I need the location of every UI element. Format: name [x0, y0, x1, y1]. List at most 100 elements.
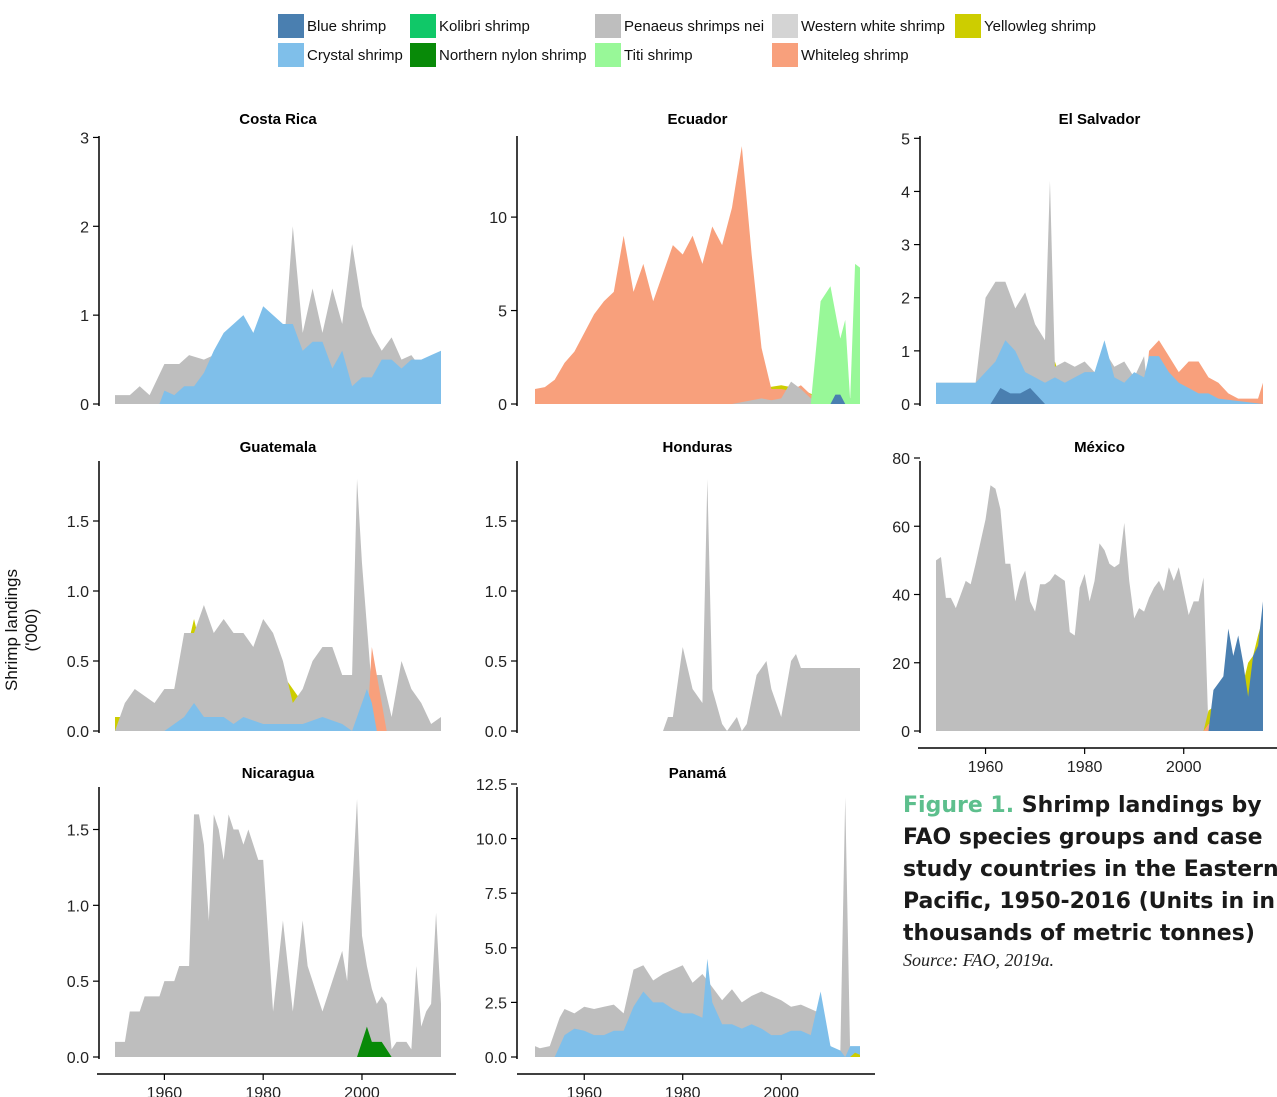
series-area-penaeus-shrimps-nei — [115, 226, 441, 404]
panel-nicaragua: Nicaragua 0.0 0.5 1.0 1.5 1960 1980 2000 — [67, 765, 456, 1097]
figure-caption: Figure 1. Shrimp landings by FAO species… — [903, 790, 1277, 950]
series-area-crystal-shrimp — [115, 689, 441, 731]
legend-label: Crystal shrimp — [307, 46, 403, 64]
y-tick-label: 60 — [892, 519, 910, 536]
panel-elsalvador: El Salvador 0 1 2 3 4 5 — [901, 111, 1263, 414]
legend-swatch — [278, 14, 304, 38]
chart-legend: Blue shrimp Crystal shrimp Kolibri shrimp N… — [0, 0, 1277, 70]
panel-honduras: Honduras 0.0 0.5 1.0 1.5 — [485, 439, 860, 741]
legend-swatch — [410, 14, 436, 38]
panel-title: Ecuador — [667, 111, 727, 128]
series-area-whiteleg-shrimp — [535, 146, 860, 404]
y-tick-label: 1.5 — [67, 823, 89, 840]
y-tick-label: 7.5 — [485, 886, 507, 903]
x-tick-label: 1960 — [968, 759, 1004, 776]
legend-label: Kolibri shrimp — [439, 17, 530, 35]
x-tick-label: 1980 — [1067, 759, 1103, 776]
series-area-penaeus-shrimps-nei — [115, 799, 441, 1057]
y-tick-label: 1 — [80, 308, 89, 325]
y-tick-label: 1 — [901, 344, 910, 361]
x-tick-label: 1960 — [147, 1085, 183, 1097]
panel-title: Nicaragua — [242, 765, 315, 782]
source-note: Source: FAO, 2019a. — [903, 950, 1054, 970]
caption-line-1: Shrimp landings by — [1014, 793, 1262, 818]
legend-swatch — [278, 43, 304, 67]
caption-line-3: study countries in the Eastern — [903, 857, 1277, 882]
y-tick-label: 80 — [892, 451, 910, 468]
legend-label: Whiteleg shrimp — [801, 46, 909, 64]
y-tick-label: 40 — [892, 588, 910, 605]
panel-guatemala: Guatemala 0.0 0.5 1.0 1.5 — [67, 439, 441, 741]
legend-label: Yellowleg shrimp — [984, 17, 1097, 35]
y-tick-label: 10.0 — [476, 832, 507, 849]
y-tick-label: 10 — [489, 210, 507, 227]
series-area-penaeus-shrimps-nei — [936, 485, 1263, 731]
y-tick-label: 0.0 — [485, 1050, 507, 1067]
y-tick-label: 0.0 — [67, 724, 89, 741]
y-tick-label: 5.0 — [485, 941, 507, 958]
series-area-penaeus-shrimps-nei — [936, 180, 1263, 404]
y-tick-label: 0 — [498, 397, 507, 414]
y-tick-label: 0.5 — [67, 654, 89, 671]
legend-item: Yellowleg shrimp — [955, 14, 1096, 38]
y-tick-label: 1.5 — [485, 514, 507, 531]
legend-item: Western white shrimp — [772, 14, 945, 38]
y-tick-label: 5 — [901, 131, 910, 148]
series-area-titi-shrimp — [535, 263, 860, 404]
y-tick-label: 0.0 — [67, 1050, 89, 1067]
series-area-whiteleg-shrimp — [115, 647, 441, 731]
y-tick-label: 1.5 — [67, 514, 89, 531]
legend-item: Northern nylon shrimp — [410, 43, 587, 67]
legend-label: Western white shrimp — [801, 17, 945, 35]
y-tick-label: 4 — [901, 184, 910, 201]
legend-label: Penaeus shrimps nei — [624, 17, 765, 35]
series-area-penaeus-shrimps-nei — [663, 479, 860, 731]
caption-line-5: thousands of metric tonnes) — [903, 921, 1255, 946]
legend-swatch — [595, 14, 621, 38]
y-tick-label: 0 — [901, 397, 910, 414]
legend-item: Blue shrimp — [278, 14, 386, 38]
legend-swatch — [595, 43, 621, 67]
y-tick-label: 2 — [80, 219, 89, 236]
legend-item: Titi shrimp — [595, 43, 693, 67]
legend-swatch — [772, 43, 798, 67]
y-tick-label: 3 — [80, 130, 89, 147]
y-tick-label: 0 — [901, 724, 910, 741]
legend-item: Penaeus shrimps nei — [595, 14, 764, 38]
legend-swatch — [410, 43, 436, 67]
figure-label: Figure 1. — [903, 793, 1015, 818]
panel-costarica: Costa Rica 0 1 2 3 — [80, 111, 441, 414]
legend-swatch — [955, 14, 981, 38]
series-area-penaeus-shrimps-nei — [535, 797, 860, 1057]
x-tick-label: 2000 — [1166, 759, 1202, 776]
legend-label: Titi shrimp — [624, 46, 693, 64]
y-tick-label: 0.5 — [485, 654, 507, 671]
series-area-crystal-shrimp — [535, 958, 860, 1057]
y-tick-label: 0.5 — [67, 974, 89, 991]
legend-item: Crystal shrimp — [278, 43, 403, 67]
series-area-crystal-shrimp — [936, 340, 1263, 404]
legend-item: Whiteleg shrimp — [772, 43, 909, 67]
series-area-penaeus-shrimps-nei — [115, 479, 441, 731]
panel-title: Honduras — [662, 439, 732, 456]
panel-title: Costa Rica — [239, 111, 317, 128]
y-tick-label: 20 — [892, 656, 910, 673]
legend-item: Kolibri shrimp — [410, 14, 530, 38]
y-tick-label: 1.0 — [67, 898, 89, 915]
series-area-crystal-shrimp — [115, 306, 441, 404]
y-tick-label: 2 — [901, 291, 910, 308]
legend-swatch — [772, 14, 798, 38]
y-tick-label: 1.0 — [67, 584, 89, 601]
panel-title: Guatemala — [240, 439, 317, 456]
x-tick-label: 1960 — [566, 1085, 602, 1097]
y-tick-label: 3 — [901, 238, 910, 255]
y-tick-label: 5 — [498, 304, 507, 321]
y-tick-label: 0.0 — [485, 724, 507, 741]
legend-label: Northern nylon shrimp — [439, 46, 587, 64]
panel-panam: Panamá 0.0 2.5 5.0 7.5 10.0 12.5 1960 1980 2000 — [476, 765, 875, 1097]
series-area-blue-shrimp — [936, 388, 1263, 404]
panel-title: El Salvador — [1059, 111, 1141, 128]
panel-ecuador: Ecuador 0 5 10 — [489, 111, 860, 414]
x-tick-label: 2000 — [763, 1085, 799, 1097]
